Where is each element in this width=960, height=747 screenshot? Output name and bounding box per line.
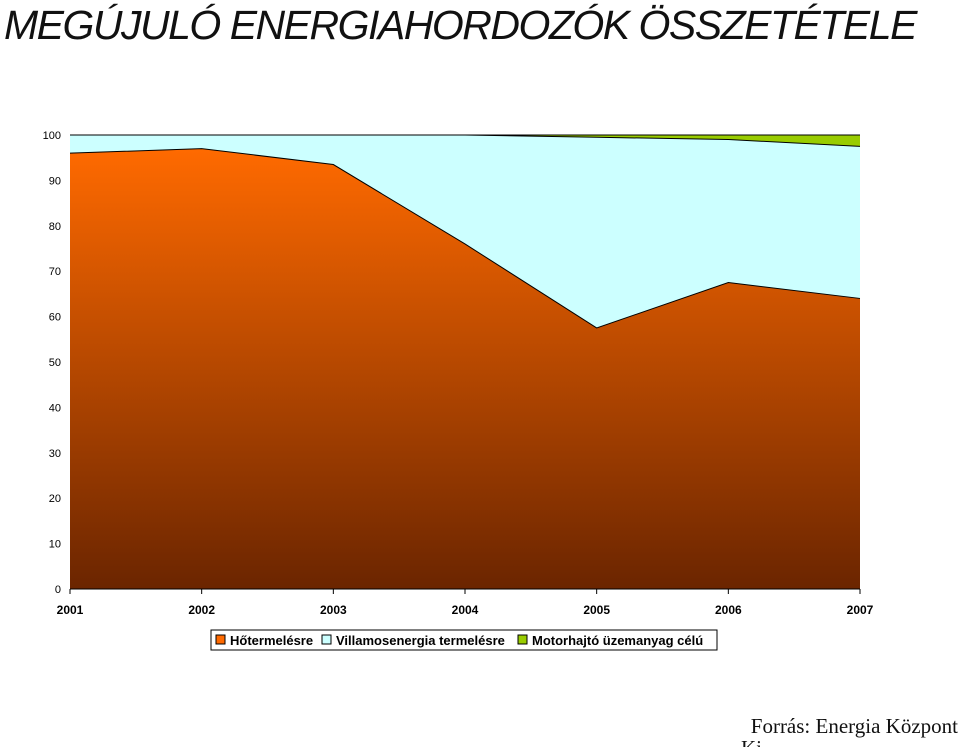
x-tick-label: 2005 <box>583 603 610 617</box>
legend-box <box>210 629 718 651</box>
x-tick-label: 2007 <box>847 603 874 617</box>
x-tick-label: 2006 <box>715 603 742 617</box>
y-tick-label: 10 <box>49 539 61 551</box>
x-tick-label: 2003 <box>320 603 347 617</box>
y-tick-label: 100 <box>43 130 61 142</box>
y-tick-label: 20 <box>49 493 61 505</box>
page-title: MEGÚJULÓ ENERGIAHORDOZÓK ÖSSZETÉTELE <box>4 2 917 48</box>
x-tick-label: 2002 <box>188 603 215 617</box>
legend-label-hotermelesre: Hőtermelésre <box>230 633 313 648</box>
y-tick-label: 0 <box>55 584 61 596</box>
legend-swatch-hotermelesre <box>215 634 226 645</box>
y-tick-label: 80 <box>49 221 61 233</box>
area-villamosenergia <box>70 135 860 328</box>
source-note: Forrás: Energia Központ <box>750 714 958 738</box>
legend-label-motorhajto: Motorhajtó üzemanyag célú <box>532 633 703 648</box>
chart-legend: Hőtermelésre Villamosenergia termelésre Mo… <box>210 629 718 651</box>
area-outline-hotermelesre <box>69 148 861 329</box>
x-tick-label: 2004 <box>452 603 479 617</box>
area-series-group <box>69 134 861 589</box>
chart-axes: 0 10 20 30 40 50 60 70 80 90 100 2001 2002 2003 2004 20… <box>43 130 874 617</box>
y-tick-label: 90 <box>49 175 61 187</box>
y-tick-label: 30 <box>49 448 61 460</box>
legend-swatch-motorhajto <box>517 634 528 645</box>
y-tick-label: 70 <box>49 266 61 278</box>
legend-swatch-villamosenergia <box>321 634 332 645</box>
y-tick-label: 50 <box>49 357 61 369</box>
y-tick-label: 60 <box>49 312 61 324</box>
area-motorhajto <box>70 135 860 147</box>
area-hotermelesre <box>70 148 860 589</box>
legend-label-villamosenergia: Villamosenergia termelésre <box>336 633 505 648</box>
y-tick-label: 40 <box>49 402 61 414</box>
source-overflow-text: Ki <box>741 738 801 747</box>
x-tick-label: 2001 <box>57 603 84 617</box>
